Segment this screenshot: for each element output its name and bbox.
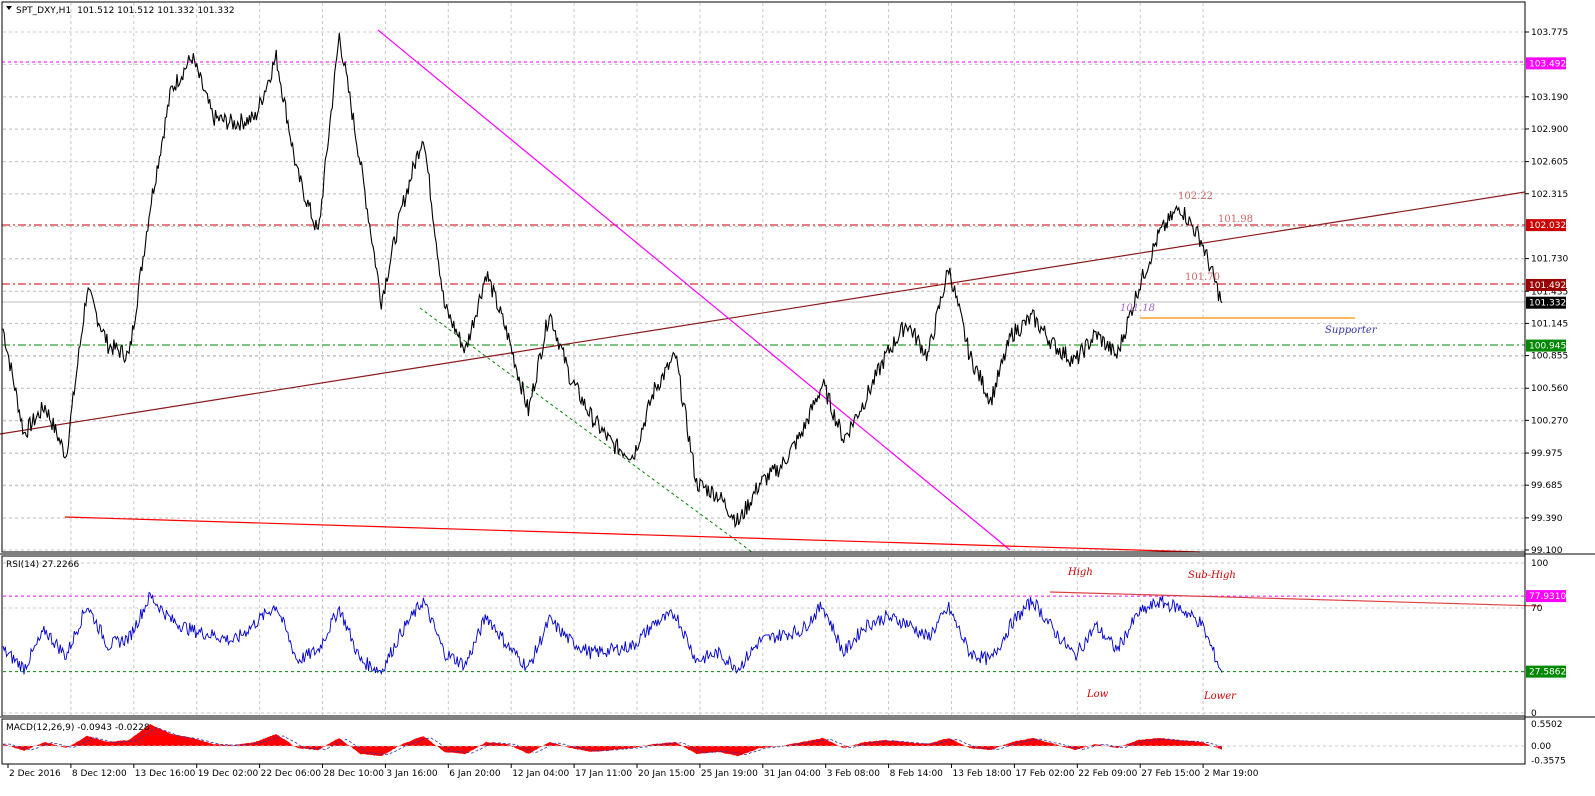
price-tick-label: 103.190 [1531,93,1568,103]
price-tick-label: 103.775 [1531,28,1568,38]
date-label: 12 Jan 04:00 [512,769,569,779]
rsi-lower-label: Lower [1203,691,1237,702]
date-label: 27 Feb 15:00 [1141,769,1200,779]
rsi-tick-label: 0 [1531,709,1537,719]
price-tick-label: 101.730 [1531,255,1568,265]
date-label: 3 Jan 16:00 [386,769,438,779]
macd-tick-label: 0.5502 [1531,720,1563,730]
date-label: 25 Jan 19:00 [701,769,758,779]
rsi-tag [1526,590,1566,603]
price-tag-label: 102.032 [1529,221,1566,231]
rsi-tag-label: 77.9310 [1529,592,1566,602]
date-label: 17 Jan 11:00 [575,769,632,779]
grid [3,3,1524,715]
price-tick-label: 101.435 [1531,287,1568,297]
price-series [2,32,1223,529]
falling-trend-line[interactable] [377,29,1011,551]
macd-histogram [3,723,1222,757]
price-tick-label: 99.975 [1531,449,1563,459]
date-label: 19 Dec 02:00 [198,769,259,779]
price-tick-label: 102.900 [1531,125,1568,135]
bottom-trend-line[interactable] [64,516,1201,553]
price-tick-label: 99.100 [1531,546,1563,556]
price-tag [1526,296,1566,309]
date-label: 2 Dec 2016 [9,769,61,779]
rsi-tag-label: 27.5862 [1529,668,1566,678]
price-tick-label: 99.390 [1531,514,1563,524]
macd-title: MACD(12,26,9) -0.0943 -0.0228 [6,723,150,733]
level-label-10170: 101.70 [1185,272,1220,283]
date-label: 8 Feb 14:00 [890,769,944,779]
rsi-trend-line[interactable] [1049,591,1541,607]
symbol-title: SPT_DXY,H1 101.512 101.512 101.332 101.33… [16,6,235,16]
rsi-sub-high-label: Sub-High [1188,570,1236,581]
macd-series [3,723,1524,757]
date-label: 20 Jan 15:00 [638,769,695,779]
macd-tick-label: -0.3575 [1531,756,1566,766]
price-tag-label: 101.332 [1529,299,1566,309]
date-label: 31 Jan 04:00 [764,769,821,779]
price-tick-label: 102.605 [1531,158,1568,168]
rsi-series [2,591,1223,676]
date-label: 22 Feb 09:00 [1078,769,1137,779]
price-tick-label: 100.855 [1531,352,1568,362]
price-tick-label: 100.270 [1531,416,1568,426]
level-label-10198: 101.98 [1218,214,1253,225]
macd-signal-line [3,726,1223,756]
rsi-high-label: High [1067,567,1093,578]
date-label: 3 Feb 08:00 [827,769,881,779]
symbol-dropdown-icon[interactable] [6,6,12,10]
rsi-low-label: Low [1086,689,1109,700]
date-label: 13 Feb 18:00 [953,769,1012,779]
axes: 2 Dec 2016 8 Dec 12:00 13 Dec 16:00 19 Dec … [7,2,1568,779]
trend-lines[interactable] [0,29,1526,553]
price-tag [1526,278,1566,291]
price-tag [1526,219,1566,232]
date-label: 8 Dec 12:00 [72,769,127,779]
rsi-tick-label: 70 [1531,604,1543,614]
price-tag [1526,339,1566,352]
channel-support-line[interactable] [419,307,753,553]
price-tick-label: 99.685 [1531,481,1563,491]
date-label: 17 Feb 02:00 [1015,769,1074,779]
price-line [2,32,1223,529]
price-tag [1526,57,1566,70]
supporter-label: Supporter [1325,325,1378,336]
rsi-tick-label: 100 [1531,559,1548,569]
price-tag-label: 101.492 [1529,281,1566,291]
macd-tick-label: 0.00 [1531,742,1551,752]
price-tag-label: 103.492 [1529,59,1566,69]
rsi-title: RSI(14) 27.2266 [6,560,79,570]
level-label-10118: 101.18 [1120,303,1155,314]
rsi-tag [1526,665,1566,678]
date-label: 13 Dec 16:00 [135,769,196,779]
date-label: 6 Jan 20:00 [449,769,501,779]
rising-trend-line[interactable] [0,191,1526,435]
date-label: 2 Mar 19:00 [1204,769,1259,779]
price-tick-label: 100.560 [1531,384,1568,394]
price-tick-label: 101.145 [1531,319,1568,329]
date-label: 22 Dec 06:00 [261,769,322,779]
rsi-line [2,591,1223,676]
date-label: 28 Dec 10:00 [324,769,385,779]
price-tick-label: 102.315 [1531,190,1568,200]
price-tag-label: 100.945 [1529,342,1566,352]
level-label-10222: 102.22 [1178,191,1213,202]
